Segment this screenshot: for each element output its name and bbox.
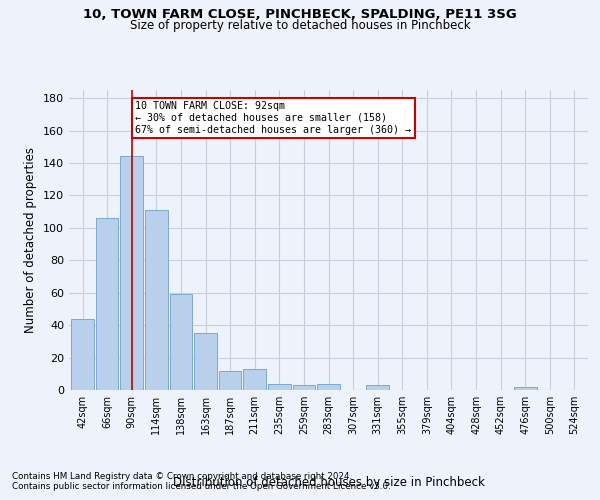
X-axis label: Distribution of detached houses by size in Pinchbeck: Distribution of detached houses by size … — [173, 476, 484, 489]
Text: 10 TOWN FARM CLOSE: 92sqm
← 30% of detached houses are smaller (158)
67% of semi: 10 TOWN FARM CLOSE: 92sqm ← 30% of detac… — [136, 102, 412, 134]
Bar — [367, 385, 389, 390]
Text: 10, TOWN FARM CLOSE, PINCHBECK, SPALDING, PE11 3SG: 10, TOWN FARM CLOSE, PINCHBECK, SPALDING… — [83, 8, 517, 20]
Bar — [121, 156, 143, 390]
Bar — [96, 218, 118, 390]
Bar — [268, 384, 290, 390]
Text: Contains public sector information licensed under the Open Government Licence v3: Contains public sector information licen… — [12, 482, 391, 491]
Y-axis label: Number of detached properties: Number of detached properties — [25, 147, 37, 333]
Bar — [194, 333, 217, 390]
Bar — [170, 294, 192, 390]
Bar — [71, 318, 94, 390]
Bar — [244, 369, 266, 390]
Bar — [145, 210, 167, 390]
Text: Contains HM Land Registry data © Crown copyright and database right 2024.: Contains HM Land Registry data © Crown c… — [12, 472, 352, 481]
Text: Size of property relative to detached houses in Pinchbeck: Size of property relative to detached ho… — [130, 19, 470, 32]
Bar — [514, 387, 536, 390]
Bar — [219, 370, 241, 390]
Bar — [317, 384, 340, 390]
Bar — [293, 385, 315, 390]
